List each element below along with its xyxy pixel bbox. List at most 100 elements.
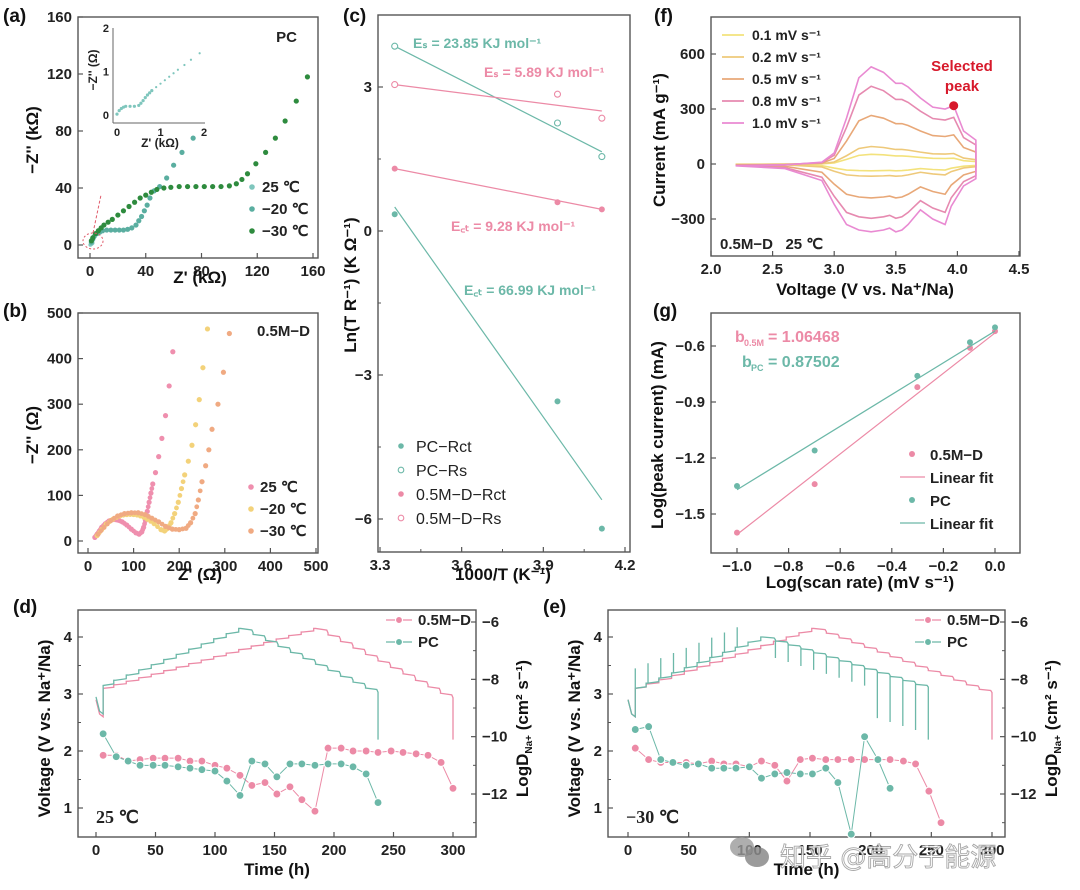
data-point [204, 326, 211, 332]
legend-label: 0.5M−D [418, 612, 471, 629]
x-axis-label: 1000/T (K⁻¹) [455, 565, 551, 584]
logd-point [911, 759, 921, 769]
data-point [137, 195, 143, 201]
data-point [145, 504, 151, 510]
b-value-number: = 0.87502 [768, 354, 840, 371]
watermark: 知乎 @高分子能源 [730, 837, 997, 873]
legend-label: −30 ℃ [260, 523, 307, 540]
data-point [554, 398, 561, 405]
y-tick-label: 40 [55, 180, 72, 197]
legend-label: −20 ℃ [260, 501, 307, 518]
data-point [116, 227, 122, 233]
legend-label: 0.5M−D−Rct [416, 487, 506, 504]
data-point [126, 524, 132, 530]
logd-point [361, 769, 371, 779]
chart-title: PC [276, 29, 297, 46]
plot-frame [77, 16, 319, 259]
y-tick-label: 500 [47, 305, 72, 322]
logd-point [885, 783, 895, 793]
logd-point [373, 747, 383, 757]
data-point [184, 183, 191, 190]
y-right-tick-label: −6 [482, 614, 499, 631]
data-point [282, 118, 288, 124]
data-point [170, 349, 176, 355]
inset-data-point [128, 104, 132, 108]
x-axis-label: Z' (kΩ) [173, 268, 227, 287]
logd-point [386, 746, 396, 756]
x-axis-label: Voltage (V vs. Na⁺/Na) [776, 280, 954, 299]
data-point [108, 227, 114, 233]
inset-data-point [139, 101, 143, 105]
inset-data-point [168, 75, 171, 78]
voltage-curve [627, 627, 929, 740]
inset-data-point [159, 82, 162, 85]
data-point [159, 435, 165, 441]
x-tick-label: 100 [121, 558, 146, 575]
data-point [118, 512, 124, 518]
x-tick-label: 3.9 [533, 557, 554, 574]
data-point [218, 183, 224, 190]
selected-peak-marker [949, 101, 959, 111]
data-point [174, 505, 179, 511]
y-tick-label: −3 [355, 367, 372, 384]
logd-point [310, 760, 320, 770]
selected-peak-label: peak [945, 78, 980, 95]
plot-frame [77, 609, 477, 838]
logd-point [898, 756, 908, 766]
logd-point [731, 763, 741, 773]
data-point [194, 504, 200, 510]
data-point [190, 135, 196, 141]
logd-point [247, 756, 257, 766]
logd-point [297, 759, 307, 769]
y-axis-label: −Z'' (Ω) [23, 406, 42, 464]
logd-point [795, 769, 805, 779]
data-point [166, 525, 172, 531]
data-point [143, 192, 149, 198]
logd-point [846, 755, 856, 765]
data-point [966, 344, 973, 351]
panel-e: 0501001502002503001234−6−8−10−12(e)Time … [543, 597, 1064, 879]
y-tick-label: 160 [47, 9, 72, 26]
logd-point [235, 770, 245, 780]
plot-frame [607, 609, 1006, 838]
y-tick-label: 3 [594, 686, 602, 703]
legend-marker [398, 443, 404, 449]
x-tick-label: 80 [193, 263, 210, 280]
data-point [132, 199, 138, 205]
inset-data-point [163, 79, 166, 82]
legend-marker [249, 228, 255, 234]
inset-y-tick-label: 1 [103, 67, 109, 79]
logd-point [260, 777, 270, 788]
data-point [95, 531, 101, 537]
legend-marker [923, 637, 933, 647]
logd-point [398, 747, 408, 757]
x-tick-label: 3.0 [824, 261, 845, 278]
y-right-tick-label: −12 [1011, 786, 1036, 803]
legend-label: PC [418, 634, 439, 651]
y-right-tick-label: −6 [1011, 614, 1028, 631]
y-right-axis-label: LogDNa+ (cm² s⁻¹) [1042, 660, 1064, 797]
logd-point [98, 750, 108, 760]
logd-point [644, 755, 654, 765]
data-point [166, 383, 172, 389]
y-right-tick-label: −12 [482, 786, 507, 803]
y-tick-label: 0 [64, 533, 72, 550]
x-tick-label: 200 [858, 842, 883, 859]
panel-label: (c) [343, 6, 366, 27]
b-value-label: b [742, 354, 752, 371]
logd-point [630, 724, 640, 735]
legend-marker [923, 615, 933, 625]
plot-frame [77, 312, 319, 554]
inset-data-point [141, 99, 145, 103]
x-tick-label: 0 [84, 558, 92, 575]
data-point [141, 208, 147, 214]
inset-data-point [176, 68, 179, 71]
y-axis-label: Voltage (V vs. Na⁺/Na) [35, 640, 54, 818]
x-tick-label: 4.2 [615, 557, 636, 574]
x-tick-label: 0 [92, 842, 100, 859]
data-point [172, 511, 178, 517]
logd-point [448, 783, 458, 793]
data-point [148, 189, 154, 195]
x-tick-label: 40 [137, 263, 154, 280]
activation-energy-label: E꜀ₜ = 66.99 KJ mol⁻¹ [464, 282, 596, 298]
